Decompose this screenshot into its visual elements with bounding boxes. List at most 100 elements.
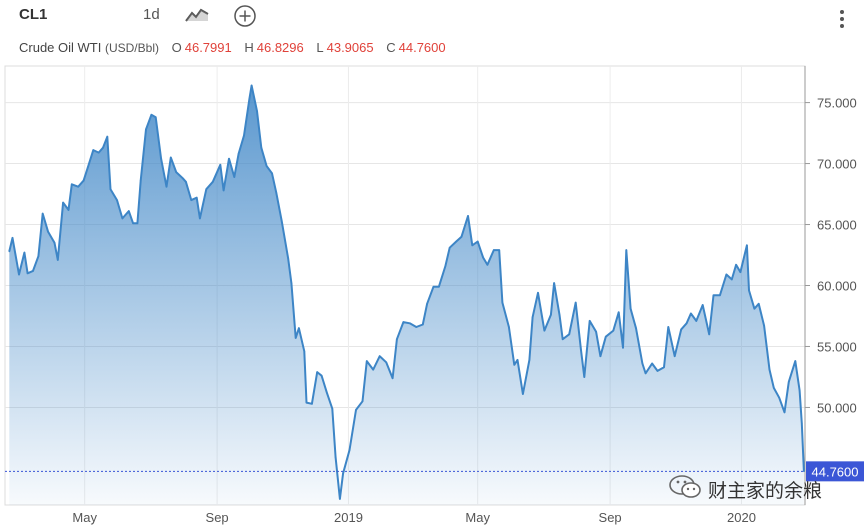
data-point: [583, 376, 586, 378]
data-point: [685, 322, 688, 325]
data-point: [32, 270, 34, 272]
data-point: [663, 366, 665, 369]
data-point: [106, 135, 109, 138]
data-point: [71, 183, 73, 186]
interval-selector[interactable]: 1d: [143, 6, 160, 23]
price-area: [9, 85, 804, 505]
data-point: [651, 362, 653, 365]
data-point: [348, 449, 351, 451]
data-point: [635, 327, 637, 330]
data-point: [543, 329, 546, 332]
data-point: [803, 470, 805, 473]
data-point: [132, 222, 134, 225]
data-point: [97, 151, 100, 154]
data-point: [260, 146, 263, 149]
data-point: [422, 323, 424, 326]
data-point: [531, 316, 534, 319]
x-tick-label: 2020: [727, 510, 756, 525]
data-point: [82, 179, 85, 182]
data-point: [493, 249, 495, 251]
data-point: [87, 166, 89, 168]
data-point: [460, 235, 463, 238]
data-point: [768, 368, 771, 371]
data-point: [773, 387, 775, 389]
data-point: [415, 326, 418, 328]
data-point: [145, 128, 147, 131]
y-tick-label: 50.000: [817, 400, 857, 415]
data-point: [47, 231, 49, 233]
high-value: 46.8296: [256, 40, 304, 55]
data-point: [11, 237, 14, 239]
high-label: H: [244, 40, 254, 55]
data-point: [467, 215, 469, 217]
data-point: [366, 360, 368, 362]
data-point: [305, 401, 308, 404]
x-tick-label: Sep: [599, 510, 622, 525]
x-tick-label: May: [72, 510, 97, 525]
data-point: [471, 244, 474, 247]
data-point: [794, 360, 797, 362]
data-point: [154, 116, 157, 118]
data-point: [342, 472, 344, 475]
data-point: [498, 249, 501, 251]
data-point: [553, 282, 555, 284]
data-point: [748, 289, 750, 292]
ohlc-legend: Crude Oil WTI (USD/Bbl) O 46.7991 H 46.829…: [19, 40, 446, 55]
data-point: [801, 422, 803, 425]
plus-circle-icon[interactable]: [233, 4, 257, 28]
data-point: [396, 338, 398, 341]
data-point: [128, 210, 130, 212]
data-point: [617, 311, 620, 314]
data-point: [644, 372, 647, 375]
data-point: [588, 320, 591, 322]
data-point: [237, 153, 240, 155]
data-point: [558, 314, 561, 316]
data-point: [605, 335, 607, 338]
data-point: [712, 294, 715, 297]
x-tick-label: Sep: [206, 510, 229, 525]
data-point: [641, 362, 644, 365]
data-point: [599, 355, 602, 358]
data-point: [290, 282, 293, 284]
last-price-label: 44.7600: [812, 464, 859, 479]
data-point: [331, 407, 334, 410]
data-point: [719, 294, 721, 297]
data-point: [372, 368, 375, 371]
low-value: 43.9065: [326, 40, 374, 55]
vertical-ellipsis-icon[interactable]: [832, 6, 852, 32]
data-point: [625, 249, 628, 251]
data-point: [102, 146, 104, 149]
data-point: [361, 400, 364, 403]
data-point: [673, 355, 676, 358]
data-point: [165, 185, 168, 188]
data-point: [181, 177, 184, 179]
data-point: [53, 242, 56, 244]
data-point: [8, 250, 11, 253]
data-point: [783, 411, 786, 414]
symbol-label[interactable]: CL1: [19, 6, 48, 23]
wechat-icon: [669, 475, 701, 498]
data-point: [448, 246, 451, 249]
data-point: [629, 307, 632, 310]
data-point: [339, 498, 341, 500]
instrument-name: Crude Oil WTI: [19, 40, 102, 55]
data-point: [190, 199, 193, 201]
data-point: [320, 374, 323, 377]
data-point: [788, 381, 790, 383]
data-point: [265, 165, 268, 167]
data-point: [757, 303, 760, 305]
data-point: [175, 171, 177, 173]
data-point: [513, 364, 516, 366]
data-point: [199, 217, 201, 220]
data-point: [486, 264, 489, 266]
data-point: [294, 337, 297, 339]
data-point: [753, 307, 756, 310]
line-chart-icon[interactable]: [184, 5, 210, 25]
data-point: [763, 324, 765, 327]
low-label: L: [316, 40, 324, 55]
data-point: [195, 196, 198, 199]
data-point: [455, 240, 457, 243]
close-label: C: [386, 40, 396, 55]
data-point: [378, 355, 381, 358]
